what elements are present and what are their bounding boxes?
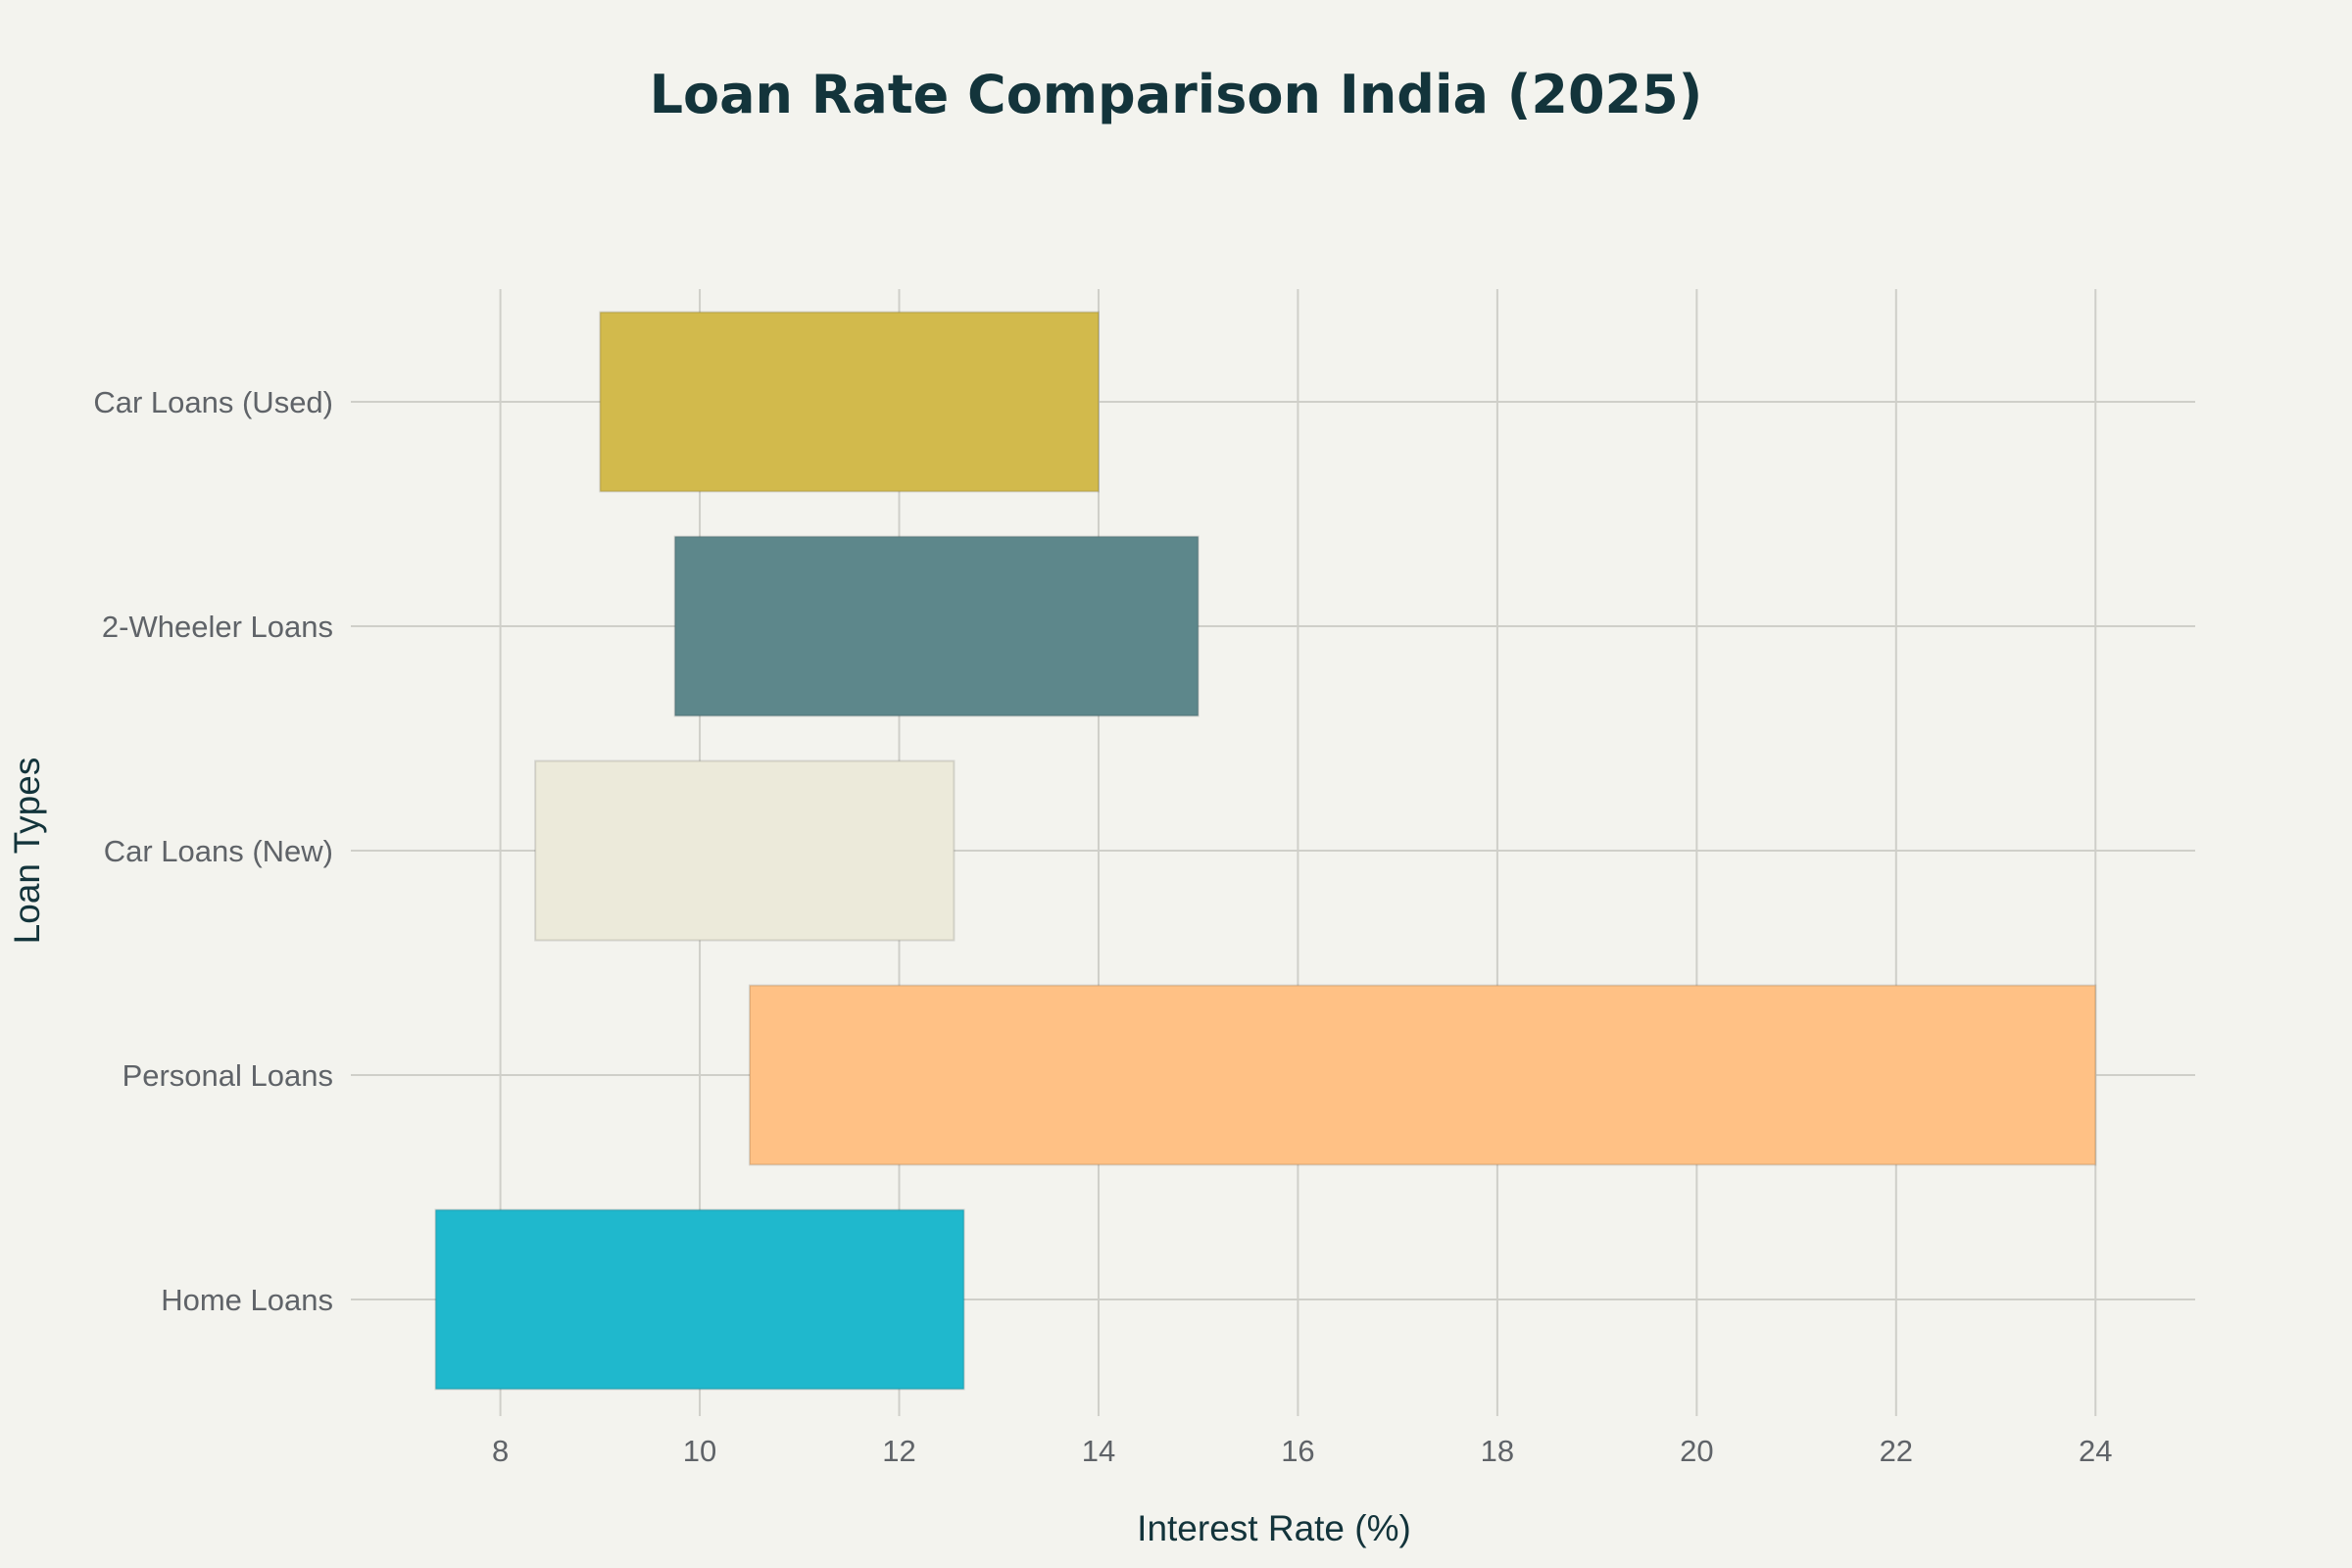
y-tick-label: Home Loans (161, 1283, 333, 1317)
range-bar (748, 984, 2097, 1166)
range-bar (599, 311, 1100, 493)
range-bar (534, 760, 956, 942)
x-tick-label: 20 (1680, 1434, 1713, 1468)
y-axis-tick-labels: Car Loans (Used) 2-Wheeler Loans Car Loans… (93, 385, 333, 1317)
y-tick-label: Car Loans (New) (104, 834, 333, 868)
x-tick-label: 14 (1082, 1434, 1115, 1468)
x-axis-title: Interest Rate (%) (1137, 1508, 1411, 1548)
x-tick-label: 12 (882, 1434, 915, 1468)
y-tick-label: Car Loans (Used) (93, 385, 333, 419)
chart-title: Loan Rate Comparison India (2025) (650, 64, 1703, 125)
x-tick-label: 18 (1481, 1434, 1514, 1468)
y-tick-label: Personal Loans (122, 1058, 333, 1093)
y-axis-title: Loan Types (7, 758, 47, 945)
y-tick-label: 2-Wheeler Loans (102, 610, 333, 644)
bars (434, 311, 2097, 1391)
x-tick-label: 22 (1880, 1434, 1913, 1468)
range-bar (434, 1208, 965, 1391)
x-tick-label: 16 (1281, 1434, 1314, 1468)
range-bar (673, 535, 1200, 717)
x-axis-tick-labels: 8 10 12 14 16 18 20 22 24 (492, 1434, 2113, 1468)
x-tick-label: 10 (683, 1434, 716, 1468)
x-tick-label: 8 (492, 1434, 509, 1468)
x-tick-label: 24 (2079, 1434, 2112, 1468)
